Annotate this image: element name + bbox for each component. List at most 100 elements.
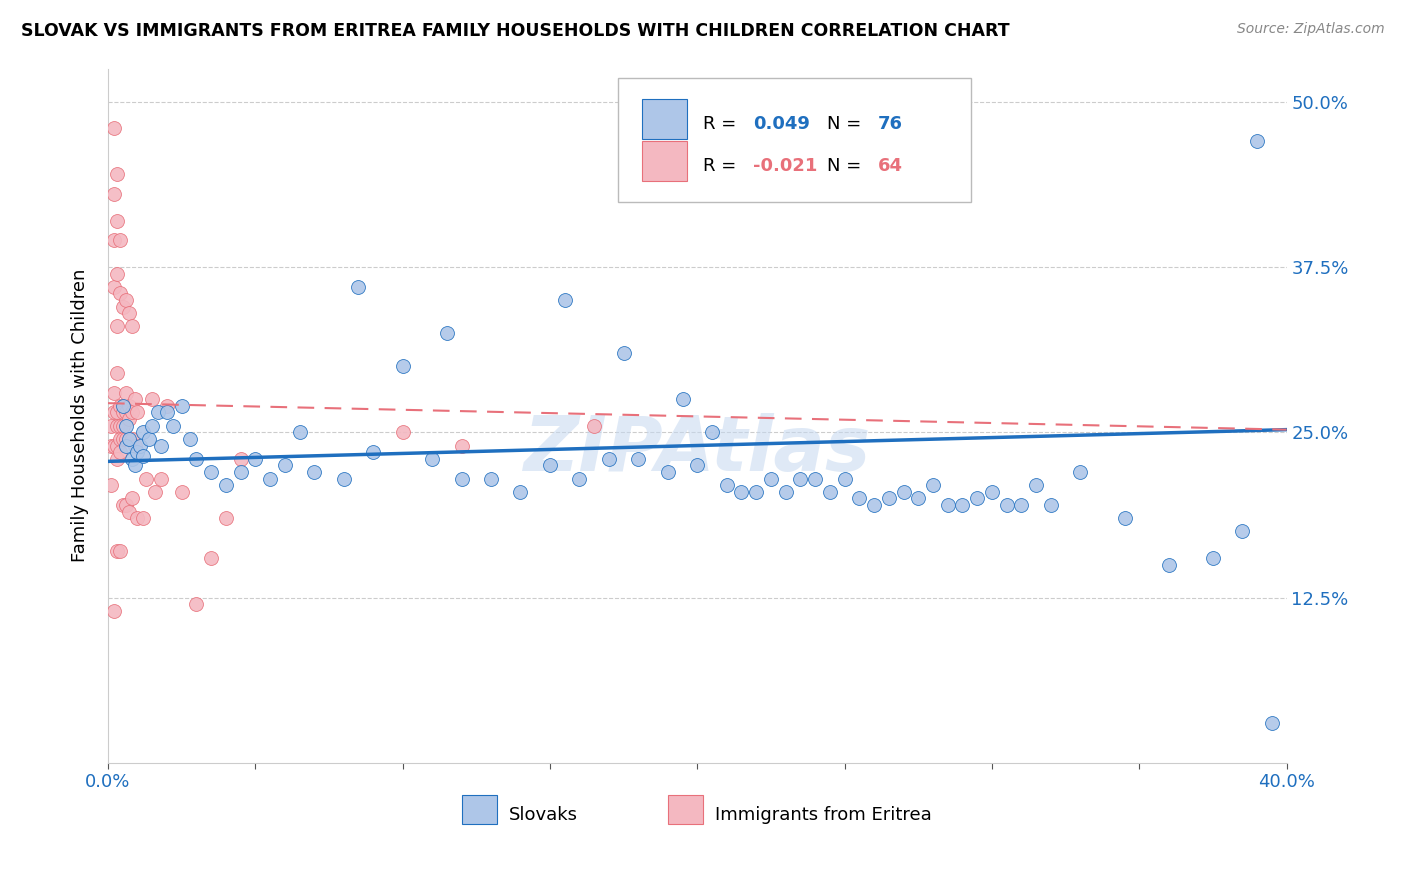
Text: -0.021: -0.021 bbox=[752, 157, 817, 175]
Point bbox=[121, 432, 143, 446]
Point bbox=[288, 425, 311, 440]
Point bbox=[117, 412, 139, 426]
Point bbox=[111, 405, 134, 419]
Point bbox=[966, 491, 988, 506]
Point bbox=[538, 458, 561, 473]
Point bbox=[105, 418, 128, 433]
Point bbox=[103, 405, 125, 419]
Point bbox=[848, 491, 870, 506]
Point bbox=[108, 445, 131, 459]
Point bbox=[450, 438, 472, 452]
Text: R =: R = bbox=[703, 157, 742, 175]
Point bbox=[700, 425, 723, 440]
Point bbox=[105, 438, 128, 452]
Point bbox=[132, 511, 155, 525]
FancyBboxPatch shape bbox=[619, 78, 970, 202]
Point bbox=[1232, 524, 1254, 539]
Point bbox=[229, 451, 252, 466]
Point bbox=[124, 392, 146, 407]
Point bbox=[509, 484, 531, 499]
Point bbox=[170, 484, 193, 499]
Point bbox=[100, 418, 122, 433]
Point bbox=[893, 484, 915, 499]
Point bbox=[259, 472, 281, 486]
Point bbox=[108, 286, 131, 301]
Point bbox=[200, 465, 222, 479]
Point bbox=[789, 472, 811, 486]
Point bbox=[804, 472, 827, 486]
Point bbox=[121, 319, 143, 334]
Point bbox=[103, 187, 125, 202]
Point bbox=[146, 405, 169, 419]
Point bbox=[995, 498, 1018, 512]
Text: SLOVAK VS IMMIGRANTS FROM ERITREA FAMILY HOUSEHOLDS WITH CHILDREN CORRELATION CH: SLOVAK VS IMMIGRANTS FROM ERITREA FAMILY… bbox=[21, 22, 1010, 40]
Point bbox=[103, 438, 125, 452]
Point bbox=[114, 432, 136, 446]
Text: Immigrants from Eritrea: Immigrants from Eritrea bbox=[716, 806, 932, 824]
Point bbox=[1246, 134, 1268, 148]
Point bbox=[108, 432, 131, 446]
Point bbox=[936, 498, 959, 512]
Text: Source: ZipAtlas.com: Source: ZipAtlas.com bbox=[1237, 22, 1385, 37]
Point bbox=[138, 432, 160, 446]
Point bbox=[391, 359, 413, 373]
Point bbox=[1010, 498, 1032, 512]
Point bbox=[479, 472, 502, 486]
Point bbox=[391, 425, 413, 440]
Point bbox=[304, 465, 326, 479]
Point bbox=[117, 399, 139, 413]
Point bbox=[108, 399, 131, 413]
Point bbox=[105, 213, 128, 227]
Point bbox=[127, 405, 149, 419]
Point bbox=[554, 293, 576, 307]
Point bbox=[117, 306, 139, 320]
Point bbox=[141, 392, 163, 407]
Point bbox=[156, 405, 179, 419]
Point bbox=[121, 451, 143, 466]
Point bbox=[170, 399, 193, 413]
Point bbox=[129, 438, 152, 452]
Point bbox=[627, 451, 650, 466]
Point bbox=[186, 597, 208, 611]
Point bbox=[613, 346, 636, 360]
Text: ZIPAtlas: ZIPAtlas bbox=[523, 414, 870, 487]
Point bbox=[111, 432, 134, 446]
Point bbox=[105, 366, 128, 380]
Point bbox=[132, 449, 155, 463]
Point bbox=[108, 234, 131, 248]
Point bbox=[775, 484, 797, 499]
Text: N =: N = bbox=[827, 157, 868, 175]
Point bbox=[436, 326, 458, 340]
Point bbox=[103, 604, 125, 618]
Point bbox=[1202, 550, 1225, 565]
Point bbox=[114, 385, 136, 400]
Point bbox=[150, 472, 173, 486]
Point bbox=[952, 498, 974, 512]
Point bbox=[1069, 465, 1091, 479]
Point bbox=[103, 121, 125, 136]
Point bbox=[105, 167, 128, 181]
Point bbox=[103, 234, 125, 248]
Bar bbox=[668, 795, 703, 824]
Y-axis label: Family Households with Children: Family Households with Children bbox=[72, 269, 89, 563]
Point bbox=[347, 279, 370, 293]
Point bbox=[111, 498, 134, 512]
Point bbox=[922, 478, 945, 492]
Point bbox=[907, 491, 929, 506]
Point bbox=[834, 472, 856, 486]
Point bbox=[135, 472, 157, 486]
Point bbox=[105, 319, 128, 334]
Point bbox=[1261, 716, 1284, 731]
Point bbox=[143, 484, 166, 499]
Point bbox=[124, 438, 146, 452]
Point bbox=[121, 405, 143, 419]
Point bbox=[245, 451, 267, 466]
Point bbox=[105, 405, 128, 419]
Point bbox=[657, 465, 679, 479]
Point bbox=[583, 418, 606, 433]
Point bbox=[117, 505, 139, 519]
Point bbox=[598, 451, 620, 466]
Point bbox=[200, 550, 222, 565]
Point bbox=[450, 472, 472, 486]
Point bbox=[108, 418, 131, 433]
